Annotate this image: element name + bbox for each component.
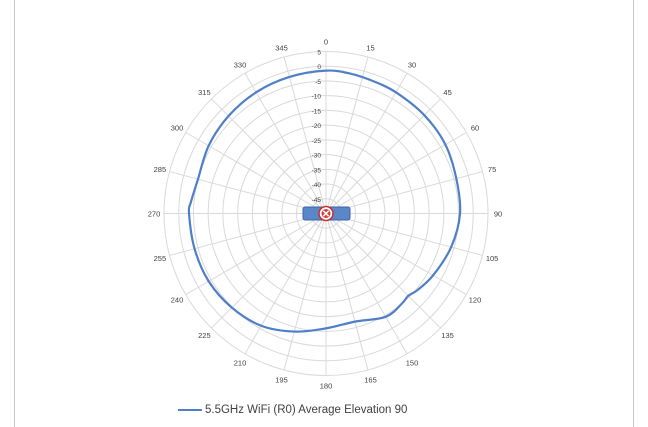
angle-tick-label: 60	[471, 124, 479, 133]
legend-series-label: 5.5GHz WiFi (R0) Average Elevation 90	[205, 404, 408, 416]
grid-spoke	[325, 213, 483, 256]
angle-tick-label: 90	[494, 210, 502, 219]
angle-tick-label: 195	[275, 376, 288, 385]
grid-spoke	[325, 56, 369, 214]
angle-tick-label: 240	[171, 296, 184, 305]
legend: 5.5GHz WiFi (R0) Average Elevation 90	[178, 402, 407, 418]
right-border-line	[633, 0, 634, 427]
angle-tick-label: 345	[275, 43, 288, 52]
angle-tick-label: 120	[469, 296, 482, 305]
angle-tick-label: 15	[366, 43, 374, 52]
device-center-cross-icon	[322, 210, 330, 217]
radial-tick-label: -10	[312, 94, 322, 101]
grid-spoke	[169, 213, 327, 256]
angle-tick-label: 180	[320, 382, 333, 391]
radial-tick-label: -15	[312, 108, 322, 115]
angle-tick-labels: 0 15 30 45 60 75 90 105 120 135 150 165 180 195 210 225…	[148, 38, 502, 391]
radial-tick-label: 0	[317, 64, 321, 71]
antenna-device-icon	[302, 205, 351, 222]
angle-tick-label: 255	[154, 254, 167, 263]
grid-spoke	[211, 213, 327, 329]
radial-tick-label: -5	[315, 79, 321, 86]
angle-tick-label: 285	[154, 165, 167, 174]
grid-spoke	[244, 213, 327, 355]
angle-tick-label: 270	[148, 210, 161, 219]
angle-tick-label: 300	[171, 124, 184, 133]
angle-tick-label: 210	[234, 359, 247, 368]
radial-tick-label: -35	[312, 167, 322, 174]
grid-spoke	[169, 171, 327, 214]
angle-tick-label: 315	[198, 88, 211, 97]
angle-tick-label: 30	[408, 61, 416, 70]
grid-spoke	[185, 132, 327, 214]
angle-tick-label: 0	[324, 38, 328, 47]
radial-tick-label: -20	[312, 123, 322, 130]
grid-spoke	[325, 132, 467, 214]
grid-spoke	[325, 213, 441, 329]
angle-tick-label: 150	[406, 359, 419, 368]
grid-spoke	[325, 213, 369, 371]
grid-spoke	[325, 213, 467, 295]
angle-tick-label: 135	[441, 331, 454, 340]
left-border-line	[14, 0, 15, 427]
grid-spoke	[185, 213, 327, 295]
legend-line-swatch	[178, 409, 202, 411]
series-layer	[187, 69, 462, 333]
angle-tick-label: 75	[488, 165, 496, 174]
radial-tick-label: -30	[312, 153, 322, 160]
radial-tick-label: -40	[312, 182, 322, 189]
grid-spoke	[211, 98, 327, 214]
angle-tick-label: 165	[364, 376, 377, 385]
radial-tick-label: -45	[312, 197, 322, 204]
radial-tick-label: 5	[317, 50, 321, 57]
series-line	[187, 69, 462, 333]
grid-spoke	[283, 213, 327, 371]
radial-tick-label: -25	[312, 138, 322, 145]
grid-spoke	[283, 56, 327, 214]
grid-spoke	[325, 72, 408, 214]
radial-tick-labels: 5 0 -5 -10 -15 -20 -25 -30 -35 -40 -45	[312, 50, 322, 204]
angle-tick-label: 225	[198, 331, 211, 340]
grid-spoke	[325, 98, 441, 214]
angle-tick-label: 105	[486, 254, 499, 263]
polar-grid	[163, 51, 489, 376]
angle-tick-label: 330	[234, 61, 247, 70]
grid-spoke	[244, 72, 327, 214]
angle-tick-label: 45	[443, 88, 451, 97]
grid-spoke	[325, 213, 408, 355]
